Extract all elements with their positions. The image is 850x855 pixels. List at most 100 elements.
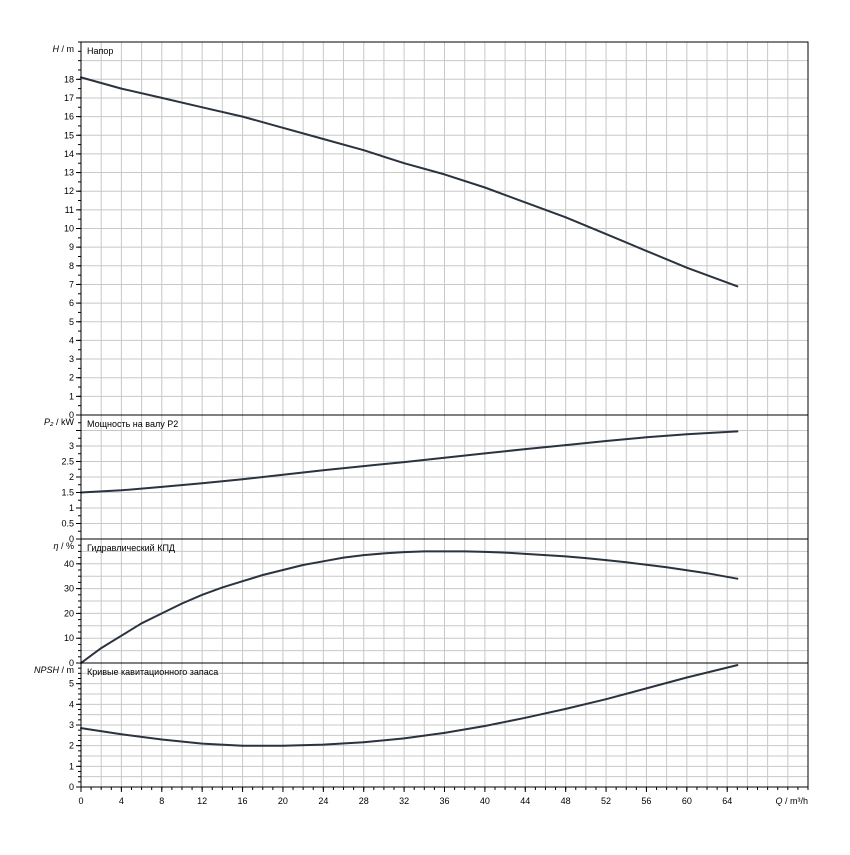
data-point-power: [564, 444, 567, 446]
y-axis-separator: /: [58, 541, 66, 551]
x-tick-label: 4: [119, 796, 124, 806]
panel-title-head: Напор: [87, 46, 113, 56]
data-point-efficiency: [665, 566, 668, 569]
data-point-efficiency: [584, 557, 587, 559]
data-point-efficiency: [564, 555, 567, 558]
data-point-power: [120, 489, 123, 492]
y-tick-label: 3: [69, 354, 74, 364]
data-point-npsh: [403, 737, 406, 740]
x-tick-label: 12: [197, 796, 207, 806]
data-point-efficiency: [120, 634, 123, 637]
y-axis-symbol: η: [53, 541, 58, 551]
y-tick-label: 30: [64, 584, 74, 594]
data-point-efficiency: [383, 552, 385, 555]
y-tick-label: 1: [69, 761, 74, 771]
x-tick-label: 52: [601, 796, 611, 806]
y-tick-label: 5: [69, 317, 74, 327]
y-tick-label: 0: [69, 658, 74, 668]
data-point-power: [736, 430, 739, 433]
data-point-power: [524, 448, 527, 450]
y-tick-label: 9: [69, 242, 74, 252]
panel-title-efficiency: Гидравлический КПД: [87, 543, 175, 553]
y-tick-label: 12: [64, 186, 74, 196]
y-axis-separator: /: [59, 665, 67, 675]
data-point-npsh: [443, 731, 446, 734]
data-point-power: [362, 465, 365, 468]
y-tick-label: 20: [64, 608, 74, 618]
data-point-efficiency: [544, 554, 547, 557]
y-axis-label-head: H / m: [52, 44, 74, 54]
data-point-npsh: [160, 738, 163, 741]
y-axis-unit: m: [67, 665, 75, 675]
data-point-efficiency: [524, 552, 527, 555]
y-tick-label: 8: [69, 261, 74, 271]
x-tick-label: 24: [318, 796, 328, 806]
y-tick-label: 11: [65, 205, 74, 215]
y-tick-label: 1: [69, 391, 74, 401]
data-point-head: [605, 233, 607, 235]
y-tick-label: 2: [69, 741, 74, 751]
y-axis-separator: /: [59, 44, 67, 54]
data-point-npsh: [736, 664, 739, 666]
data-point-efficiency: [423, 550, 426, 553]
x-tick-label: 0: [78, 796, 83, 806]
data-point-head: [564, 216, 567, 219]
data-point-npsh: [241, 744, 244, 747]
y-tick-label: 40: [64, 559, 74, 569]
panel-title-power: Мощность на валу P2: [87, 419, 178, 429]
y-tick-label: 4: [69, 335, 74, 345]
data-point-npsh: [282, 744, 284, 747]
x-tick-label: 60: [682, 796, 692, 806]
y-axis-symbol: H: [52, 44, 59, 54]
y-tick-label: 7: [69, 279, 74, 289]
y-axis-label-power: P₂ / kW: [44, 417, 74, 427]
curve-head: [80, 76, 739, 288]
data-point-head: [645, 249, 648, 252]
data-point-efficiency: [342, 556, 345, 559]
data-point-head: [685, 266, 688, 269]
data-point-power: [685, 433, 688, 436]
data-point-efficiency: [685, 569, 688, 572]
data-point-head: [201, 106, 204, 109]
y-tick-label: 18: [64, 74, 74, 84]
data-point-head: [524, 201, 527, 204]
data-point-power: [282, 473, 284, 476]
y-tick-label: 3: [69, 720, 74, 730]
y-tick-label: 13: [64, 168, 74, 178]
data-point-npsh: [201, 742, 204, 745]
data-point-npsh: [524, 716, 527, 719]
y-tick-label: 6: [69, 298, 74, 308]
y-tick-label: 2: [69, 472, 74, 482]
x-axis-symbol: Q: [775, 796, 782, 806]
y-axis-symbol: NPSH: [34, 665, 60, 675]
y-tick-label: 17: [64, 93, 74, 103]
data-point-efficiency: [504, 551, 506, 554]
data-point-power: [403, 461, 406, 464]
data-point-power: [241, 478, 244, 481]
data-point-npsh: [685, 676, 688, 679]
x-tick-label: 36: [439, 796, 449, 806]
data-point-efficiency: [221, 586, 224, 589]
x-tick-label: 48: [561, 796, 571, 806]
data-point-efficiency: [443, 550, 446, 553]
data-point-npsh: [605, 698, 607, 701]
data-point-npsh: [645, 687, 648, 690]
x-axis-label: Q / m³/h: [775, 796, 808, 806]
data-point-head: [403, 162, 406, 165]
data-point-npsh: [483, 725, 486, 727]
y-tick-label: 1: [69, 503, 74, 513]
x-axis-separator: /: [782, 796, 790, 806]
curve-npsh: [80, 664, 739, 747]
y-axis-label-efficiency: η / %: [53, 541, 74, 551]
x-tick-label: 8: [159, 796, 164, 806]
y-axis-unit: m: [67, 44, 75, 54]
data-point-head: [322, 138, 325, 140]
y-tick-label: 0: [69, 410, 74, 420]
y-axis-unit: kW: [61, 417, 75, 427]
data-point-efficiency: [322, 560, 325, 563]
data-point-efficiency: [302, 564, 305, 566]
data-point-power: [483, 452, 486, 455]
y-tick-label: 10: [64, 633, 74, 643]
data-point-efficiency: [605, 559, 607, 561]
y-tick-label: 10: [64, 224, 74, 234]
